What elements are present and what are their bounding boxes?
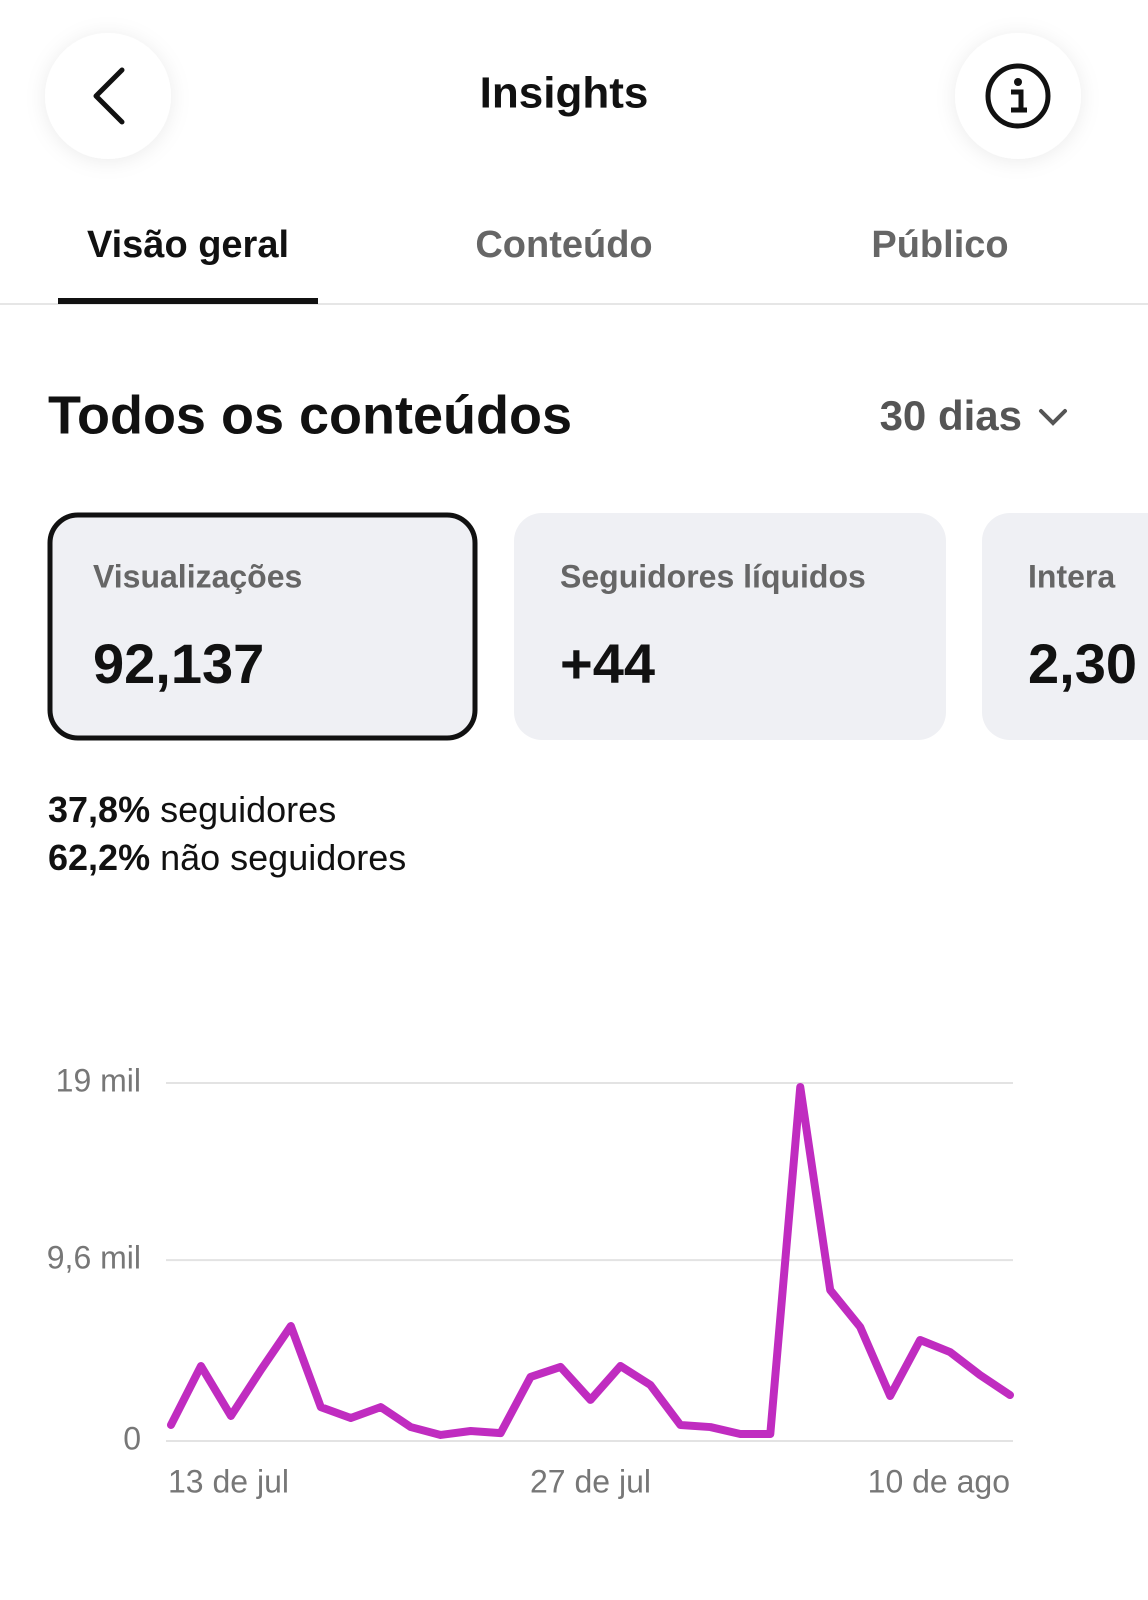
x-tick-label: 13 de jul [168,1463,289,1499]
tab[interactable]: Visão geral [87,224,289,266]
line-chart: 0 9,6 mil 19 mil 13 de jul 27 de jul 10 de ag… [47,1062,1014,1499]
card-label: Intera [1028,558,1115,594]
info-button[interactable] [955,33,1081,159]
card-label: Visualizações [93,558,302,594]
share-label: não seguidores [160,837,406,878]
x-tick-label: 27 de jul [530,1463,651,1499]
tab[interactable]: Público [871,224,1008,266]
share: 62,2% [48,837,150,878]
metric-card[interactable]: Intera 2,30 [982,513,1148,740]
metric-card[interactable]: Visualizações 92,137 [47,512,478,741]
period-selector[interactable]: 30 dias [880,392,1067,439]
data-line [167,1082,1014,1439]
y-tick-label: 19 mil [56,1062,141,1098]
back-button[interactable] [45,33,171,159]
tab[interactable]: Conteúdo [475,224,652,266]
breakdown-line: 62,2% não seguidores [48,837,406,878]
section-title: Todos os conteúdos [48,385,572,445]
metric-card[interactable]: Seguidores líquidos +44 [514,513,946,740]
page-title: Insights [480,69,649,118]
period-label: 30 dias [880,392,1022,439]
share-label: seguidores [160,789,336,830]
x-tick-label: 10 de ago [868,1463,1010,1499]
tab-divider [0,303,1148,305]
card-value: 92,137 [93,632,264,695]
share: 37,8% [48,789,150,830]
breakdown-line: 37,8% seguidores [48,789,336,830]
card-value: +44 [560,632,655,695]
tab-indicator [58,298,318,304]
card-value: 2,30 [1028,632,1137,695]
y-tick-label: 0 [123,1420,141,1456]
card-label: Seguidores líquidos [560,558,866,594]
y-tick-label: 9,6 mil [47,1240,141,1276]
